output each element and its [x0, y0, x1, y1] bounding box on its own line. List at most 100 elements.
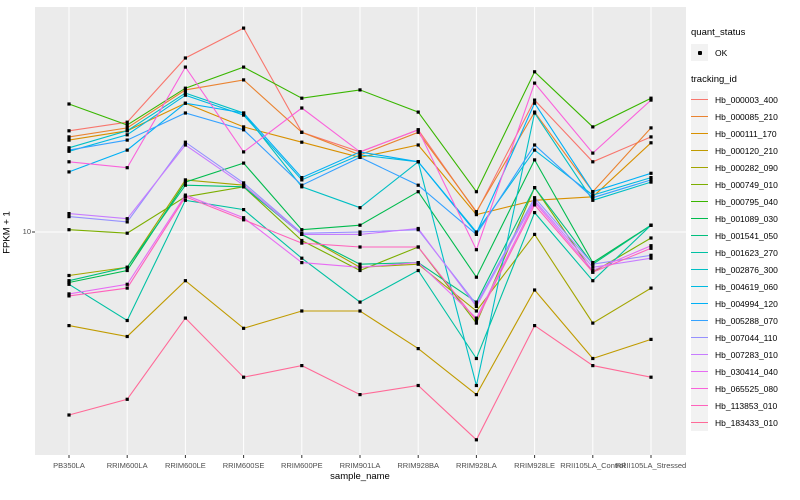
legend-item: Hb_007044_110 — [691, 329, 799, 346]
legend-key-line-icon — [691, 303, 708, 304]
data-point — [649, 375, 653, 379]
data-point — [474, 309, 478, 313]
legend-item: Hb_183433_010 — [691, 414, 799, 431]
x-tick-label: RRIM600SE — [222, 461, 265, 470]
legend-item-label: Hb_007283_010 — [715, 349, 778, 360]
legend-item: Hb_005288_070 — [691, 312, 799, 329]
data-point — [649, 141, 653, 145]
data-point — [183, 198, 187, 202]
data-point — [533, 98, 537, 102]
legend-key-line-icon — [691, 354, 708, 355]
data-point — [649, 246, 653, 250]
data-point — [533, 101, 537, 105]
data-point — [591, 270, 595, 274]
data-point — [474, 300, 478, 304]
data-point — [125, 148, 129, 152]
legend: quant_status OK tracking_id Hb_000003_40… — [691, 27, 799, 444]
legend-item-label: Hb_030414_040 — [715, 366, 778, 377]
data-point — [533, 81, 537, 85]
data-point — [649, 135, 653, 139]
data-point — [300, 176, 304, 180]
data-point — [300, 309, 304, 313]
data-point — [358, 150, 362, 154]
data-point — [125, 265, 129, 269]
y-axis-title: FPKM + 1 — [1, 211, 13, 254]
data-point — [649, 96, 653, 100]
legend-item: Hb_000111_170 — [691, 125, 799, 142]
data-point — [242, 326, 246, 330]
data-point — [358, 245, 362, 249]
data-point — [242, 181, 246, 185]
data-point — [358, 206, 362, 210]
legend-key-line-icon — [691, 252, 708, 253]
legend-item-label: Hb_004994_120 — [715, 298, 778, 309]
legend-key-swatch — [691, 244, 708, 261]
legend-key-swatch — [691, 380, 708, 397]
data-point — [67, 273, 71, 278]
data-point — [533, 111, 537, 115]
data-point — [591, 364, 595, 368]
legend-item: Hb_000795_040 — [691, 193, 799, 210]
data-point — [300, 232, 304, 236]
data-point — [416, 183, 420, 187]
data-point — [649, 171, 653, 175]
legend-key-swatch — [691, 261, 708, 278]
legend-key-swatch — [691, 176, 708, 193]
data-point — [300, 364, 304, 368]
data-point — [67, 228, 71, 232]
data-point — [533, 70, 537, 74]
data-point — [649, 256, 653, 260]
data-point — [183, 316, 187, 320]
data-point — [242, 375, 246, 379]
data-point — [416, 347, 420, 351]
x-tick-label: RRIM928LE — [514, 461, 556, 470]
data-point — [242, 125, 246, 129]
x-tick-label: RRII105LA_Stressed — [615, 461, 687, 470]
y-tick-label: 10 — [22, 227, 31, 236]
data-point — [125, 268, 129, 273]
legend-key-swatch — [691, 414, 708, 431]
data-point — [591, 321, 595, 325]
legend-key-line-icon — [691, 150, 708, 151]
data-point — [474, 213, 478, 217]
legend-item: Hb_113853_010 — [691, 397, 799, 414]
data-point — [649, 236, 653, 240]
legend-item: Hb_065525_080 — [691, 380, 799, 397]
data-point — [649, 98, 653, 102]
data-point — [125, 318, 129, 323]
legend-key-swatch — [691, 142, 708, 159]
data-point — [242, 78, 246, 82]
data-point — [474, 438, 478, 442]
data-point — [183, 65, 187, 69]
data-point — [533, 186, 537, 190]
legend-tracking-id-title: tracking_id — [691, 74, 737, 85]
data-point — [474, 190, 478, 194]
data-point — [183, 140, 187, 144]
data-point — [242, 161, 246, 165]
legend-item: Hb_000282_090 — [691, 159, 799, 176]
data-point — [125, 286, 129, 290]
data-point — [474, 318, 478, 323]
data-point — [358, 88, 362, 92]
data-point — [67, 282, 71, 286]
data-point — [67, 324, 71, 328]
data-point — [67, 129, 71, 133]
x-tick-label: PB350LA — [53, 461, 85, 470]
data-point — [300, 241, 304, 245]
legend-group-tracking-id: tracking_id Hb_000003_400 Hb_000085_210 Hb… — [691, 74, 799, 431]
legend-key-swatch — [691, 227, 708, 244]
data-point — [67, 413, 71, 417]
data-point — [591, 160, 595, 164]
data-point — [183, 143, 187, 147]
legend-key-line-icon — [691, 201, 708, 202]
data-point — [591, 198, 595, 202]
data-point — [474, 393, 478, 397]
data-point — [242, 113, 246, 117]
legend-item-label: Hb_000749_010 — [715, 179, 778, 190]
legend-key-swatch — [691, 329, 708, 346]
data-point — [358, 393, 362, 397]
data-point — [358, 262, 362, 266]
legend-item-label: OK — [715, 47, 728, 58]
